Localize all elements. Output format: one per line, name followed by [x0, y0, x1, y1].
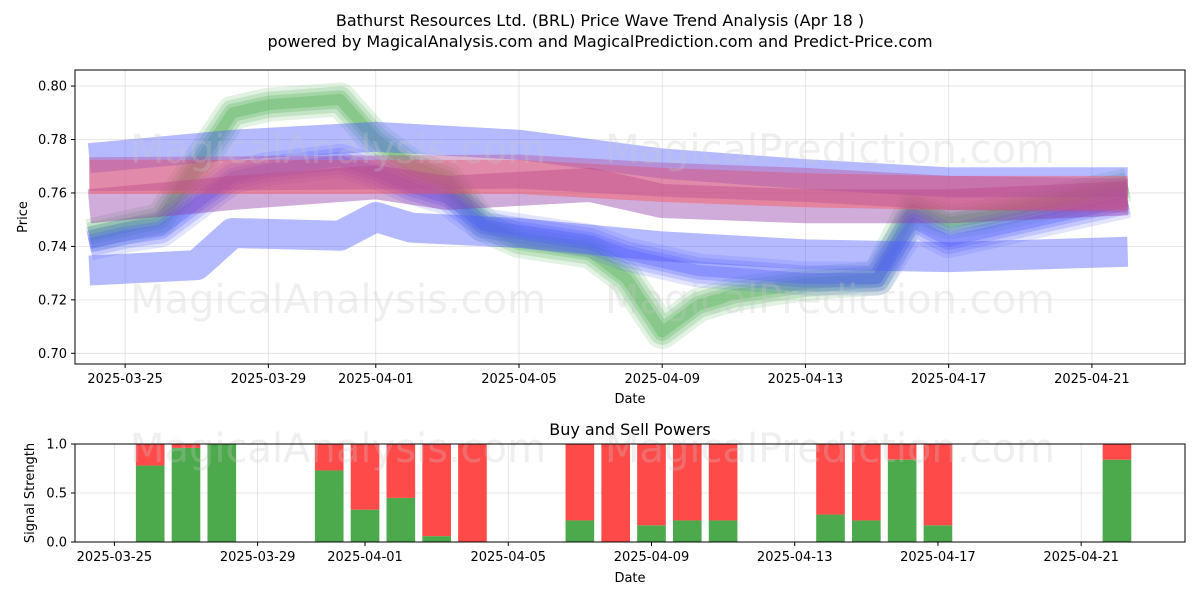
- price-x-tick-label: 2025-03-29: [231, 372, 307, 387]
- buy-bar: [135, 465, 165, 542]
- sell-bar: [350, 444, 380, 510]
- price-plot-frame: [74, 69, 1186, 365]
- buy-sell-title: Buy and Sell Powers: [549, 420, 711, 439]
- buy-bar: [887, 459, 917, 542]
- price-x-tick-label: 2025-04-13: [768, 372, 844, 387]
- price-y-ticks: 0.70 0.72 0.74 0.76 0.78 0.80: [38, 80, 75, 362]
- price-watermarks: MagicalAnalysis.com MagicalPrediction.com…: [130, 127, 1055, 323]
- price-x-tick-label: 2025-04-01: [338, 372, 414, 387]
- price-x-tick-label: 2025-04-09: [624, 372, 700, 387]
- watermark-text: MagicalPrediction.com: [605, 277, 1055, 323]
- chart-title-line-1: Bathurst Resources Ltd. (BRL) Price Wave…: [336, 11, 864, 30]
- signal-x-tick-label: 2025-04-17: [900, 550, 976, 565]
- buy-bar: [816, 514, 845, 542]
- signal-y-ticks: 0.0 0.5 1.0: [46, 438, 75, 551]
- price-x-tick-label: 2025-04-21: [1054, 372, 1130, 387]
- chart-title-line-2: powered by MagicalAnalysis.com and Magic…: [267, 32, 932, 51]
- signal-y-tick-label: 1.0: [46, 438, 67, 453]
- sell-bar: [422, 444, 451, 537]
- signal-x-tick-label: 2025-04-05: [470, 550, 546, 565]
- price-wave-panel: MagicalAnalysis.com MagicalPrediction.com…: [16, 69, 1186, 407]
- sell-bar: [314, 444, 344, 471]
- watermark-text: MagicalPrediction.com: [605, 127, 1055, 173]
- sell-bar: [171, 444, 201, 448]
- sell-bar: [708, 444, 738, 521]
- sell-bar: [1102, 444, 1132, 460]
- price-wave-band-blue: [87, 151, 1130, 288]
- price-wave-band-green: [87, 90, 1130, 341]
- buy-bar: [923, 525, 953, 542]
- price-wave-band-blue: [88, 202, 1129, 286]
- price-x-ticks: 2025-03-25 2025-03-29 2025-04-01 2025-04-05…: [87, 364, 1130, 387]
- watermark-text: MagicalAnalysis.com: [130, 127, 546, 173]
- price-x-tick-label: 2025-04-17: [911, 372, 987, 387]
- buy-bar: [708, 520, 738, 542]
- sell-bar: [637, 444, 666, 526]
- watermark-text: MagicalAnalysis.com: [130, 426, 546, 472]
- price-wave-band-blue: [85, 143, 1132, 296]
- signal-y-axis-label: Signal Strength: [23, 443, 38, 543]
- sell-bar: [601, 444, 630, 542]
- price-wave-band-blue: [88, 155, 1129, 284]
- signal-x-tick-label: 2025-04-09: [614, 550, 690, 565]
- buy-bar: [350, 509, 380, 542]
- price-y-axis-label: Price: [16, 201, 31, 233]
- buy-bar: [171, 447, 201, 542]
- price-y-tick-label: 0.78: [38, 133, 67, 148]
- sell-bar: [923, 444, 953, 526]
- buy-sell-panel: Buy and Sell Powers MagicalAnalysis.com M…: [23, 420, 1186, 586]
- signal-bars: [135, 444, 1132, 542]
- buy-bar: [852, 520, 881, 542]
- signal-x-ticks: 2025-03-25 2025-03-29 2025-04-01 2025-04-05…: [77, 542, 1119, 565]
- buy-bar: [314, 470, 344, 542]
- buy-bar: [637, 525, 666, 542]
- signal-x-tick-label: 2025-04-13: [757, 550, 833, 565]
- buy-bar: [672, 520, 702, 542]
- price-y-tick-label: 0.72: [38, 293, 67, 308]
- price-y-tick-label: 0.70: [38, 347, 67, 362]
- sell-bar: [565, 444, 595, 521]
- sell-bar: [458, 444, 487, 542]
- buy-bar: [565, 520, 595, 542]
- signal-y-tick-label: 0.0: [46, 536, 67, 551]
- price-wave-band-purple: [87, 165, 1129, 224]
- sell-bar: [135, 444, 165, 466]
- signal-watermarks: MagicalAnalysis.com MagicalPrediction.com: [130, 426, 1055, 472]
- price-y-tick-label: 0.74: [38, 240, 67, 255]
- signal-x-tick-label: 2025-04-21: [1043, 550, 1119, 565]
- sell-bar: [852, 444, 881, 521]
- price-wave-band-blue: [86, 147, 1131, 292]
- price-wave-bands: [85, 82, 1132, 349]
- signal-x-tick-label: 2025-03-29: [220, 550, 296, 565]
- sell-bar: [887, 444, 917, 460]
- price-x-tick-label: 2025-04-05: [481, 372, 557, 387]
- watermark-text: MagicalAnalysis.com: [130, 277, 546, 323]
- price-grid: [75, 70, 1185, 364]
- watermark-text: MagicalPrediction.com: [605, 426, 1055, 472]
- price-wave-band-blue: [87, 121, 1128, 198]
- sell-bar: [672, 444, 702, 521]
- buy-bar: [422, 536, 451, 542]
- signal-y-tick-label: 0.5: [46, 487, 67, 502]
- price-x-tick-label: 2025-03-25: [87, 372, 163, 387]
- sell-bar: [386, 444, 416, 498]
- signal-x-tick-label: 2025-03-25: [77, 550, 153, 565]
- price-y-tick-label: 0.76: [38, 186, 67, 201]
- price-wave-band-green: [85, 82, 1132, 349]
- price-x-axis-label: Date: [614, 392, 645, 407]
- buy-bar: [1102, 459, 1132, 542]
- price-wave-band-magenta: [89, 154, 1128, 213]
- price-wave-band-green: [86, 86, 1131, 345]
- buy-bar: [207, 444, 237, 542]
- price-y-tick-label: 0.80: [38, 80, 67, 95]
- price-wave-band-red: [89, 159, 1128, 210]
- signal-x-axis-label: Date: [614, 571, 645, 586]
- sell-bar: [816, 444, 845, 515]
- price-wave-band-green: [88, 93, 1129, 338]
- buy-bar: [386, 497, 416, 542]
- signal-x-tick-label: 2025-04-01: [327, 550, 403, 565]
